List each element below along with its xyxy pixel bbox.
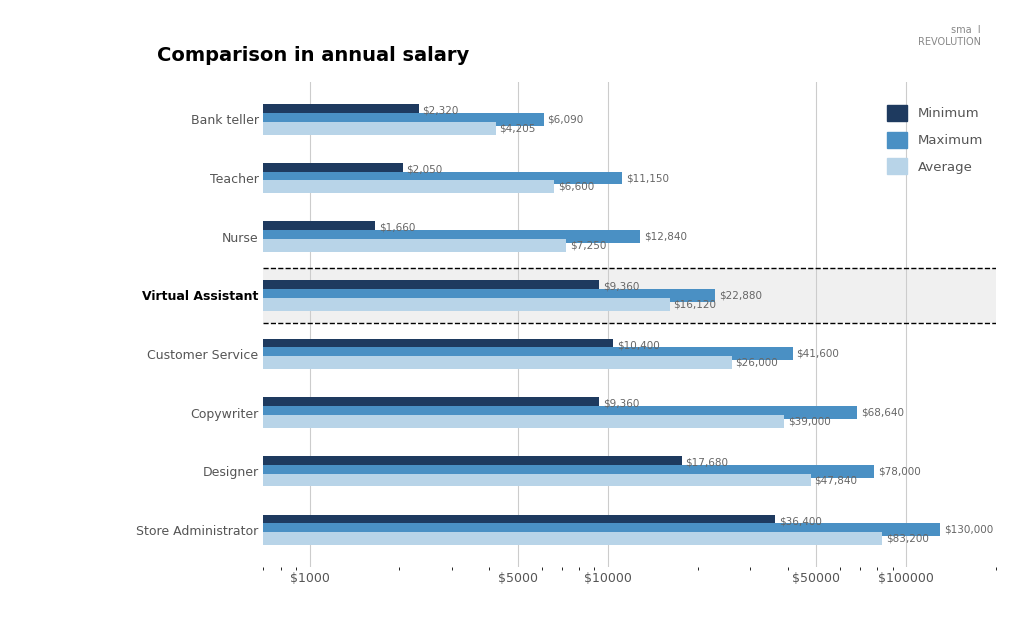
Bar bbox=[0, 465, 875, 478]
Bar bbox=[0, 523, 940, 536]
Text: $4,205: $4,205 bbox=[499, 123, 536, 133]
Text: $6,090: $6,090 bbox=[548, 114, 583, 124]
Bar bbox=[0, 230, 640, 243]
Text: Comparison in annual salary: Comparison in annual salary bbox=[157, 46, 469, 65]
Text: $68,640: $68,640 bbox=[861, 408, 904, 418]
Text: $47,840: $47,840 bbox=[815, 475, 857, 485]
Bar bbox=[0, 280, 600, 293]
Bar bbox=[0, 239, 566, 252]
Text: $2,050: $2,050 bbox=[406, 164, 443, 174]
Text: $83,200: $83,200 bbox=[887, 534, 929, 544]
Text: $78,000: $78,000 bbox=[878, 466, 921, 476]
Text: $9,360: $9,360 bbox=[604, 281, 640, 291]
Bar bbox=[0, 514, 775, 528]
Text: $6,600: $6,600 bbox=[558, 182, 594, 192]
Bar bbox=[0, 289, 715, 302]
Bar bbox=[0, 339, 613, 352]
Bar bbox=[264, 268, 996, 323]
Text: $41,600: $41,600 bbox=[797, 349, 839, 359]
Bar bbox=[0, 181, 554, 193]
Bar bbox=[0, 474, 811, 486]
Bar bbox=[0, 162, 402, 176]
Bar bbox=[0, 113, 544, 126]
Text: $22,880: $22,880 bbox=[719, 290, 762, 300]
Text: $130,000: $130,000 bbox=[944, 525, 993, 535]
Text: $26,000: $26,000 bbox=[736, 357, 778, 367]
Bar bbox=[0, 532, 883, 545]
Text: $17,680: $17,680 bbox=[685, 458, 729, 468]
Bar bbox=[0, 122, 495, 134]
Text: $2,320: $2,320 bbox=[423, 106, 459, 116]
Legend: Minimum, Maximum, Average: Minimum, Maximum, Average bbox=[881, 98, 990, 181]
Text: $12,840: $12,840 bbox=[644, 232, 687, 242]
Text: $10,400: $10,400 bbox=[617, 340, 659, 350]
Text: $1,660: $1,660 bbox=[379, 223, 416, 233]
Text: $7,250: $7,250 bbox=[570, 241, 607, 251]
Text: $9,360: $9,360 bbox=[604, 399, 640, 409]
Bar bbox=[0, 221, 375, 234]
Bar bbox=[0, 104, 419, 117]
Text: sma  l
REVOLUTION: sma l REVOLUTION bbox=[918, 25, 981, 47]
Bar bbox=[0, 398, 600, 410]
Bar bbox=[0, 172, 622, 184]
Bar bbox=[0, 456, 681, 469]
Text: $36,400: $36,400 bbox=[779, 516, 822, 526]
Text: $11,150: $11,150 bbox=[626, 173, 669, 183]
Text: $16,120: $16,120 bbox=[673, 299, 717, 309]
Text: $39,000: $39,000 bbox=[788, 416, 831, 426]
Bar bbox=[0, 356, 732, 369]
Bar bbox=[0, 298, 669, 311]
Bar bbox=[0, 348, 793, 361]
Bar bbox=[0, 415, 785, 428]
Bar bbox=[0, 406, 857, 419]
